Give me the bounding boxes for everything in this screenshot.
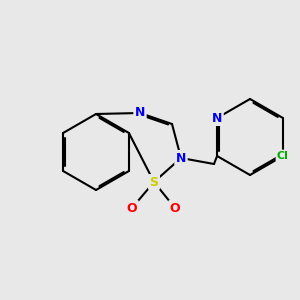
- Text: Cl: Cl: [277, 151, 289, 161]
- Text: N: N: [212, 112, 222, 124]
- Text: N: N: [176, 152, 186, 164]
- Text: O: O: [127, 202, 137, 214]
- Text: S: S: [149, 176, 158, 188]
- Text: N: N: [135, 106, 145, 119]
- Text: O: O: [170, 202, 180, 214]
